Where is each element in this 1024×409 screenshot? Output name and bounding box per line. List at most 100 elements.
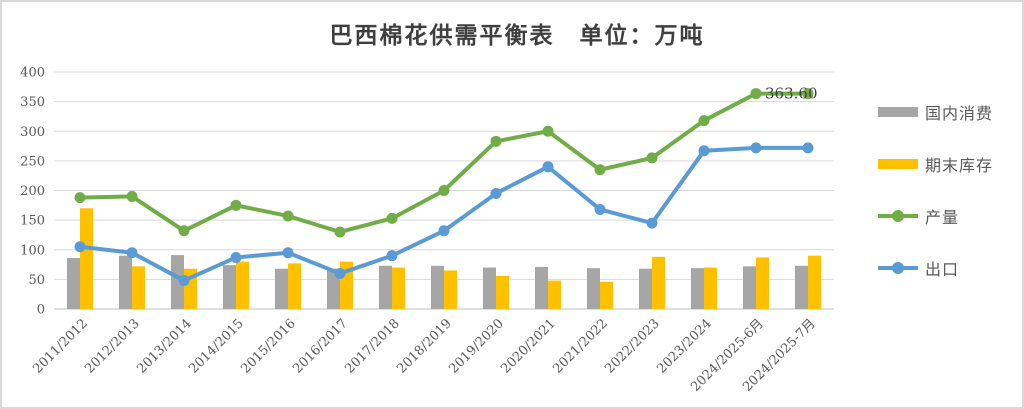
- marker-production: [282, 210, 294, 222]
- bar-domestic-consumption: [67, 258, 80, 309]
- bar-ending-stocks: [444, 270, 457, 309]
- marker-exports: [74, 241, 86, 253]
- y-tick-label: 400: [20, 66, 45, 81]
- marker-exports: [126, 247, 138, 259]
- marker-exports: [802, 142, 814, 154]
- marker-exports: [594, 203, 606, 215]
- bar-ending-stocks: [80, 208, 93, 309]
- line-exports: [78, 145, 810, 283]
- x-tick-label: 2019/2020: [446, 316, 507, 377]
- bar-domestic-consumption: [535, 266, 548, 309]
- bar-ending-stocks: [496, 275, 509, 309]
- legend-label: 出口: [925, 260, 960, 279]
- bar-ending-stocks: [288, 263, 301, 309]
- bar-ending-stocks: [132, 266, 145, 309]
- bar-series-domestic-consumption: [67, 255, 808, 309]
- marker-production: [698, 115, 710, 127]
- marker-exports: [178, 275, 190, 287]
- x-tick-label: 2013/2014: [134, 316, 195, 377]
- bar-swatch-icon: [878, 107, 918, 117]
- bar-domestic-consumption: [223, 265, 236, 309]
- line-production: [78, 91, 810, 234]
- marker-production: [178, 225, 190, 237]
- x-tick-label: 2021/2022: [550, 316, 611, 377]
- bar-domestic-consumption: [327, 268, 340, 309]
- marker-exports: [750, 142, 762, 154]
- marker-production: [386, 212, 398, 224]
- marker-exports: [334, 267, 346, 279]
- y-tick-label: 100: [20, 243, 45, 258]
- marker-exports: [542, 161, 554, 173]
- marker-exports: [282, 247, 294, 259]
- marker-production: [74, 192, 86, 204]
- y-tick-label: 300: [20, 125, 45, 140]
- bar-domestic-consumption: [171, 255, 184, 309]
- bar-ending-stocks: [756, 257, 769, 309]
- marker-production: [334, 226, 346, 238]
- bar-domestic-consumption: [795, 265, 808, 309]
- bar-domestic-consumption: [691, 268, 704, 309]
- marker-exports: [646, 217, 658, 229]
- y-tick-label: 250: [20, 154, 45, 169]
- legend-item-production: 产量: [878, 190, 1022, 242]
- line-marker-swatch-icon: [878, 262, 918, 274]
- legend-label: 期末库存: [925, 156, 994, 175]
- line-marker-swatch-icon: [878, 210, 918, 222]
- legend-item-exports: 出口: [878, 242, 1022, 294]
- bar-series-ending-stocks: [80, 208, 821, 309]
- legend: 国内消费 期末库存 产量 出口: [878, 86, 1022, 294]
- marker-exports: [230, 251, 242, 263]
- marker-exports: [386, 250, 398, 262]
- x-tick-label: 2017/2018: [342, 316, 403, 377]
- y-tick-label: 50: [28, 273, 45, 288]
- x-tick-label: 2012/2013: [82, 316, 143, 377]
- bar-domestic-consumption: [743, 266, 756, 309]
- marker-exports: [698, 145, 710, 157]
- marker-dot-icon: [892, 210, 904, 222]
- x-tick-label: 2022/2023: [602, 316, 663, 377]
- bar-domestic-consumption: [431, 265, 444, 309]
- marker-production: [126, 190, 138, 202]
- marker-dot-icon: [892, 262, 904, 274]
- bar-domestic-consumption: [275, 268, 288, 309]
- marker-production: [750, 88, 762, 100]
- bar-domestic-consumption: [483, 267, 496, 309]
- bar-ending-stocks: [548, 280, 561, 309]
- marker-exports: [490, 187, 502, 199]
- x-tick-label: 2015/2016: [238, 316, 299, 377]
- x-tick-label: 2018/2019: [394, 316, 455, 377]
- y-tick-label: 0: [37, 303, 45, 318]
- legend-item-domestic-consumption: 国内消费: [878, 86, 1022, 138]
- marker-production: [646, 152, 658, 164]
- legend-label: 产量: [925, 208, 960, 227]
- marker-production: [490, 135, 502, 147]
- legend-item-ending-stocks: 期末库存: [878, 138, 1022, 190]
- marker-production: [438, 185, 450, 196]
- marker-production: [802, 88, 814, 100]
- bar-domestic-consumption: [379, 265, 392, 309]
- bar-ending-stocks: [392, 267, 405, 309]
- bar-ending-stocks: [704, 267, 717, 309]
- y-tick-label: 150: [20, 214, 45, 229]
- marker-production: [230, 199, 242, 211]
- x-tick-label: 2014/2015: [186, 316, 247, 377]
- marker-production: [594, 164, 606, 176]
- x-tick-label: 2020/2021: [498, 316, 559, 377]
- chart-title: 巴西棉花供需平衡表 单位：万吨: [329, 22, 705, 49]
- y-tick-label: 350: [20, 95, 45, 110]
- bar-domestic-consumption: [639, 268, 652, 309]
- bar-ending-stocks: [808, 255, 821, 309]
- bar-domestic-consumption: [119, 255, 132, 309]
- bar-ending-stocks: [652, 256, 665, 309]
- bar-swatch-icon: [878, 159, 918, 169]
- marker-production: [542, 125, 554, 137]
- data-label: 363.60: [765, 85, 818, 103]
- bar-ending-stocks: [236, 261, 249, 309]
- line-series-exports: [74, 142, 814, 287]
- x-tick-label: 2011/2012: [30, 316, 91, 377]
- marker-exports: [438, 225, 450, 237]
- x-tick-label: 2016/2017: [290, 316, 351, 377]
- y-tick-label: 200: [20, 184, 45, 199]
